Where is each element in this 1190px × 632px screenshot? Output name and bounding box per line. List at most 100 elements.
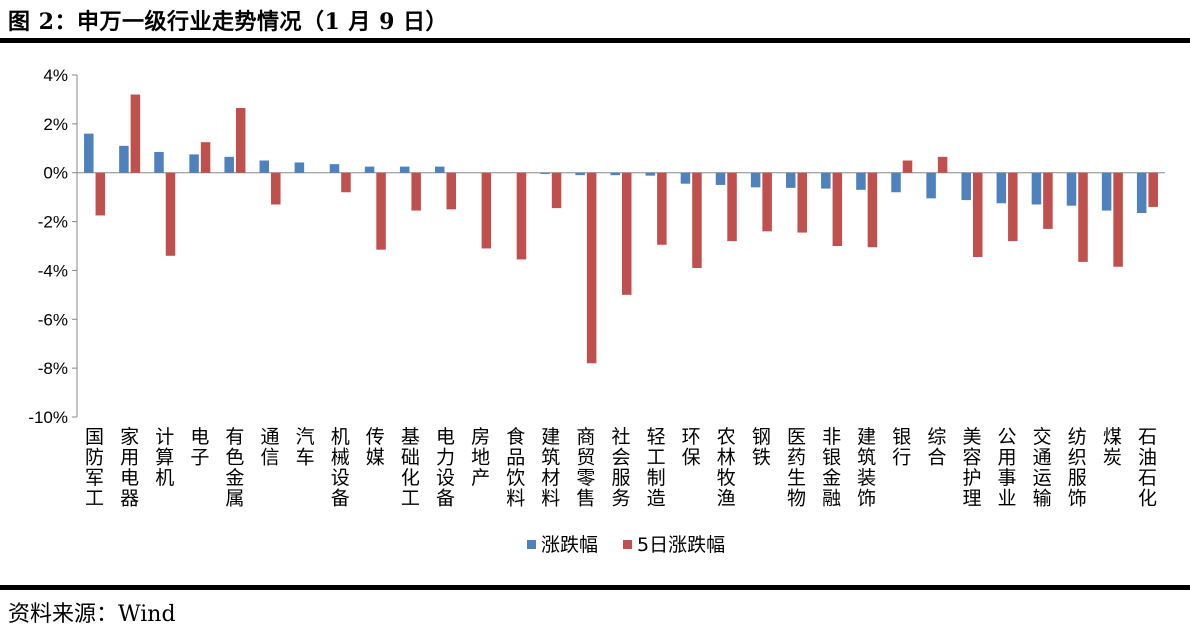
bar-change [926,172,936,199]
bar-change [224,156,234,173]
bar-5day-change [1113,172,1123,267]
y-tick-label: -8% [38,359,68,378]
bar-change [435,166,445,173]
source-note: 资料来源：Wind [8,596,176,628]
legend-swatch-5day-change [623,540,632,549]
category-label: 社会服务 [611,426,630,510]
y-tick-label: -4% [38,261,68,280]
bar-5day-change [130,94,141,173]
y-tick-label: -6% [38,310,68,329]
bar-change [996,172,1007,204]
bar-5day-change [95,172,106,216]
bar-5day-change [376,172,386,250]
bar-change [364,166,375,173]
bar-5day-change [341,172,351,193]
bar-change [680,172,691,184]
bar-change [84,133,94,173]
category-label: 电子 [190,426,209,469]
bar-change [259,160,270,173]
category-label: 基础化工 [401,426,420,510]
bar-change [154,151,164,173]
bar-change [961,172,971,201]
category-label: 房地产 [471,426,490,489]
bar-5day-change [551,172,562,209]
bar-change [821,172,831,189]
bar-5day-change [411,172,421,211]
category-label: 商贸零售 [576,426,595,510]
bar-5day-change [727,172,737,242]
category-label: 汽车 [296,426,315,469]
bar-change [399,166,410,173]
bar-5day-change [165,172,176,256]
bar-5day-change [622,172,632,295]
y-tick-label: -2% [38,213,68,232]
category-label: 煤炭 [1103,426,1122,469]
category-label: 有色金属 [225,426,244,510]
bar-5day-change [1078,172,1088,262]
category-label: 钢铁 [752,426,771,469]
category-label: 电力设备 [436,426,455,510]
bar-5day-change [446,172,457,210]
category-label: 计算机 [155,426,174,489]
bar-5day-change [657,172,667,245]
bar-5day-change [1008,172,1018,242]
y-tick-label: 2% [43,115,68,134]
bar-change [785,172,796,188]
bar-change [856,172,866,190]
category-label: 医药生物 [787,426,806,510]
bar-5day-change [516,172,527,260]
y-tick-label: 0% [43,164,68,183]
bar-5day-change [937,156,948,173]
category-label: 通信 [261,426,280,469]
bar-5day-change [1043,172,1053,229]
bar-change [119,145,129,173]
category-label: 交通运输 [1033,426,1052,510]
bar-5day-change [972,172,983,257]
bar-5day-change [692,172,702,268]
bar-change [891,172,901,193]
top-rule [0,38,1190,43]
legend-label-5day-change: 5日涨跌幅 [637,534,725,556]
category-label: 传媒 [366,426,385,469]
category-label: 建筑材料 [541,426,560,510]
category-label: 石油石化 [1138,426,1157,510]
bar-change [750,172,761,188]
category-label: 建筑装饰 [857,426,876,510]
bar-change [1066,172,1077,206]
category-label: 机械设备 [331,426,350,510]
bar-change [329,164,340,173]
category-label: 轻工制造 [647,426,666,510]
category-label: 银行 [892,426,911,469]
bar-5day-change [867,172,878,248]
legend-swatch-change [527,540,536,549]
bar-change [715,172,726,185]
category-label: 家用电器 [120,426,139,510]
category-label: 纺织服饰 [1068,426,1087,510]
y-tick-label: 4% [43,66,68,85]
bar-5day-change [235,107,246,173]
bar-change [645,172,656,176]
bar-change [540,172,550,174]
bar-5day-change [762,172,772,232]
bar-change [1136,172,1147,214]
y-tick-label: -10% [28,408,68,427]
bar-5day-change [586,172,597,364]
bar-chart: 4% 2% 0% -2% -4% -6% -8% -10% 国防军工家用电器计算机电子有色金属通… [28,66,1165,556]
bar-5day-change [271,172,281,205]
bar-change [1101,172,1112,211]
category-label: 公用事业 [998,426,1017,510]
category-label: 非银金融 [822,426,841,510]
bar-change [1031,172,1042,205]
category-label: 美容护理 [962,426,981,510]
category-label: 环保 [682,426,701,469]
bar-change [189,154,199,173]
legend-label-change: 涨跌幅 [541,534,598,556]
category-label: 食品饮料 [506,426,525,510]
category-label: 国防军工 [85,426,104,510]
bar-change [294,162,305,173]
bar-change [575,172,585,176]
bar-5day-change [1148,172,1158,207]
bar-5day-change [481,172,492,249]
bar-5day-change [200,142,211,173]
source-label: 资料来源： [8,602,119,627]
